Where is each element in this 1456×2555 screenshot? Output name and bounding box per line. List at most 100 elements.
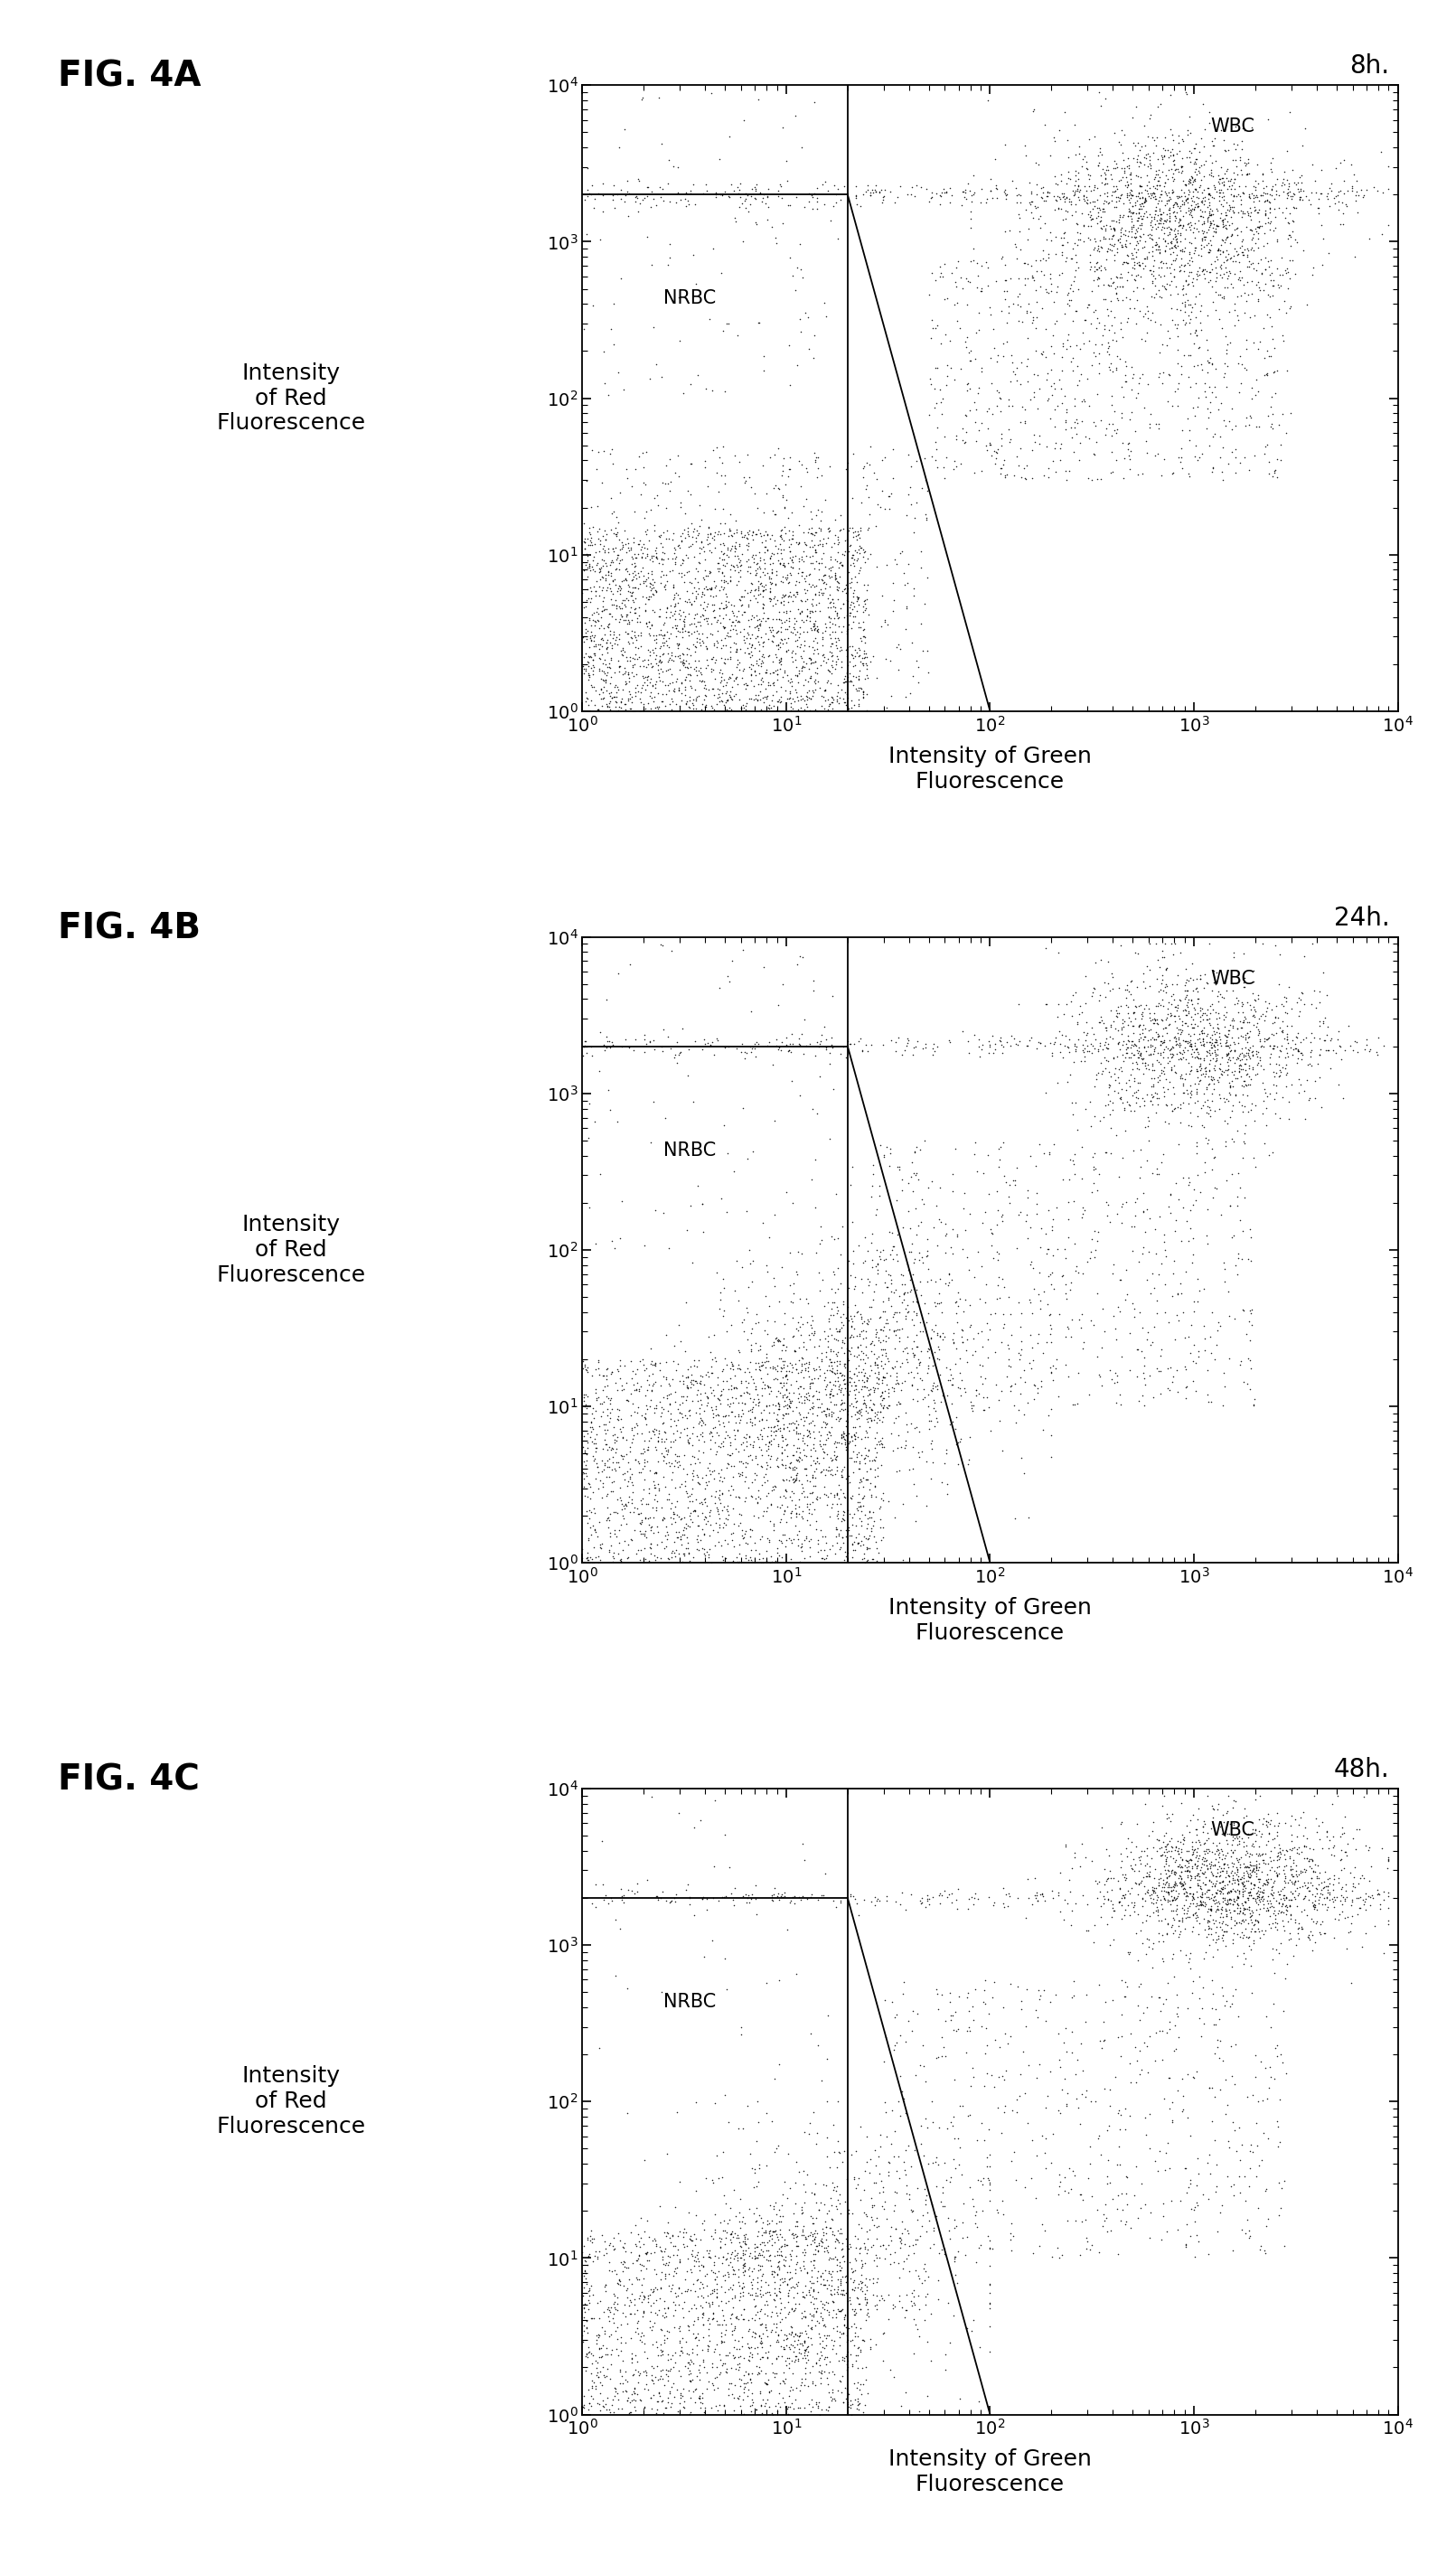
Point [1267, 963, 1290, 1004]
Point [1002, 455, 1025, 496]
Point [1188, 958, 1211, 999]
Point [863, 1886, 887, 1926]
Point [923, 1405, 946, 1446]
Point [664, 2187, 687, 2228]
Point [1031, 1873, 1054, 1914]
Point [700, 567, 724, 608]
Point [639, 616, 662, 657]
Point [731, 2274, 754, 2315]
Point [818, 618, 842, 659]
Point [1309, 1903, 1332, 1944]
Point [802, 1418, 826, 1459]
Point [929, 1883, 952, 1924]
Point [1201, 125, 1224, 166]
Point [1163, 1842, 1187, 1883]
Point [588, 639, 612, 680]
Point [1029, 1364, 1053, 1405]
Point [1302, 1852, 1325, 1893]
Point [1137, 233, 1160, 273]
Point [1366, 1017, 1389, 1058]
Point [635, 432, 658, 473]
Point [826, 2310, 849, 2351]
Point [1312, 1863, 1335, 1903]
Point [1158, 1004, 1181, 1045]
Point [1297, 1078, 1321, 1119]
Point [907, 2391, 930, 2432]
Point [769, 667, 792, 708]
Point [1198, 202, 1222, 243]
Point [810, 2353, 833, 2394]
Point [646, 1464, 670, 1505]
Point [802, 2284, 826, 2325]
Point [677, 549, 700, 590]
Point [1156, 1903, 1179, 1944]
Point [750, 1446, 773, 1487]
Point [609, 1467, 632, 1507]
Point [798, 669, 821, 710]
Point [1163, 225, 1187, 266]
Point [1102, 1053, 1125, 1094]
Point [792, 2241, 815, 2282]
Point [826, 595, 849, 636]
Point [689, 1799, 712, 1840]
Point [922, 1022, 945, 1063]
Point [1184, 1030, 1207, 1071]
Point [786, 1403, 810, 1444]
Point [1238, 1035, 1261, 1076]
Point [807, 508, 830, 549]
Point [927, 2279, 951, 2320]
Point [740, 2149, 763, 2190]
Point [1169, 1040, 1192, 1081]
Point [1128, 187, 1152, 227]
Point [670, 608, 693, 649]
Point [1255, 1801, 1278, 1842]
Point [785, 2322, 808, 2363]
Point [645, 2279, 668, 2320]
Point [1127, 197, 1150, 238]
Point [852, 675, 875, 715]
Point [696, 2330, 719, 2371]
Point [1280, 1829, 1303, 1870]
Point [1201, 156, 1224, 197]
Point [591, 672, 614, 713]
Point [1200, 1022, 1223, 1063]
Point [1096, 296, 1120, 337]
Point [778, 2246, 801, 2287]
Point [862, 2205, 885, 2246]
Point [903, 1239, 926, 1280]
Point [1079, 245, 1102, 286]
Point [1064, 153, 1088, 194]
Point [1238, 2167, 1261, 2208]
Point [1211, 1975, 1235, 2016]
Point [830, 2248, 853, 2289]
Point [1080, 181, 1104, 222]
Point [1083, 227, 1107, 268]
Point [646, 649, 670, 690]
Point [1175, 1022, 1198, 1063]
Point [1121, 1840, 1144, 1880]
Point [1232, 171, 1255, 212]
Point [724, 2307, 747, 2348]
Point [719, 677, 743, 718]
Point [794, 1436, 817, 1477]
Point [628, 1495, 651, 1536]
Point [1198, 1924, 1222, 1965]
Point [708, 1477, 731, 1518]
Point [606, 953, 629, 994]
Point [1242, 1824, 1265, 1865]
Point [645, 1487, 668, 1528]
Point [796, 2366, 820, 2407]
Point [839, 1362, 862, 1403]
Point [1050, 174, 1073, 215]
Point [1235, 396, 1258, 437]
Point [594, 519, 617, 560]
Point [1233, 1042, 1257, 1083]
Point [651, 544, 674, 585]
Point [693, 531, 716, 572]
Point [904, 1152, 927, 1193]
Point [923, 2141, 946, 2182]
Point [1286, 1037, 1309, 1078]
Point [678, 2340, 702, 2381]
Point [1217, 1814, 1241, 1855]
Point [1099, 1132, 1123, 1173]
